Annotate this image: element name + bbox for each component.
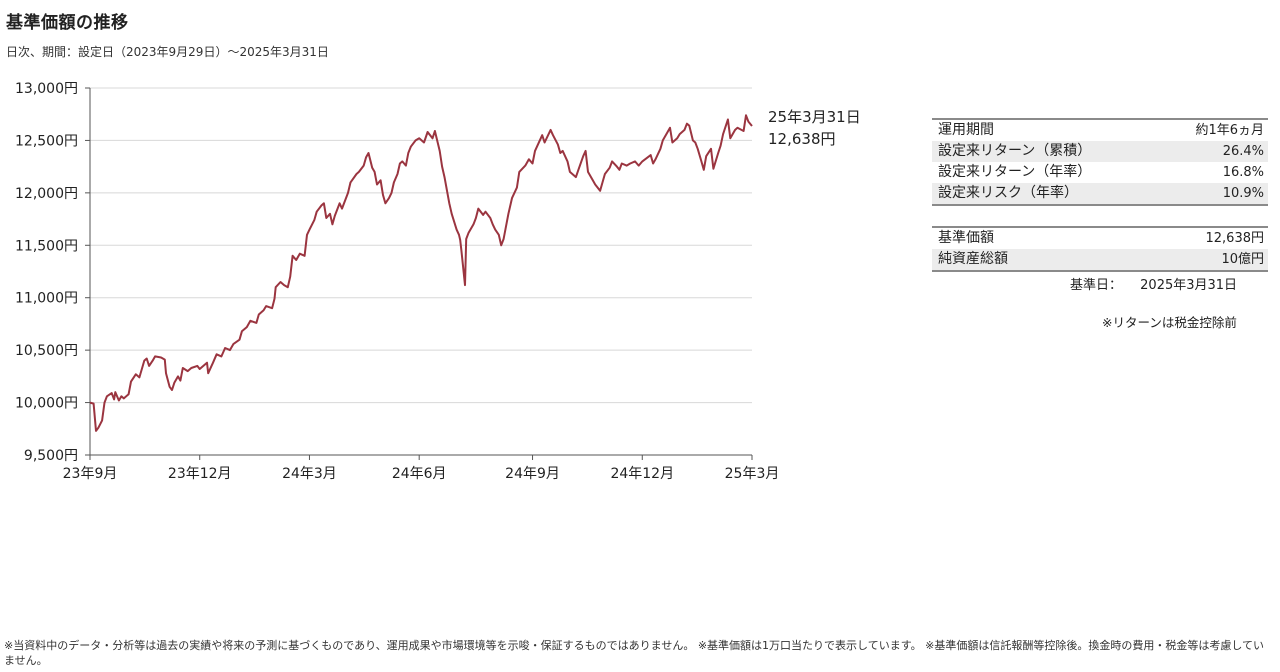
stats-label: 基準価額 — [938, 230, 994, 246]
stats-label: 設定来リスク（年率） — [938, 185, 1078, 201]
x-tick-label: 24年3月 — [282, 466, 337, 482]
disclaimer-footer: ※当資料中のデータ・分析等は過去の実績や将来の予測に基づくものであり、運用成果や… — [4, 639, 1264, 667]
y-axis-ticks: 9,500円 10,000円 10,500円 11,000円 11,500円 12,000… — [15, 81, 78, 464]
stats-row: 純資産総額 10億円 — [932, 249, 1268, 270]
stats-value: 10億円 — [1221, 252, 1264, 267]
page-title: 基準価額の推移 — [6, 13, 129, 33]
chart-axes — [85, 87, 753, 460]
stats-value: 約1年6ヵ月 — [1195, 123, 1264, 138]
stats-row: 運用期間 約1年6ヵ月 — [932, 120, 1268, 141]
stats-row: 基準価額 12,638円 — [932, 228, 1268, 249]
x-tick-label: 25年3月 — [725, 466, 780, 482]
stats-label: 設定来リターン（年率） — [938, 164, 1092, 180]
chart-grid — [90, 87, 752, 404]
nav-stats-table: 基準価額 12,638円 純資産総額 10億円 — [932, 226, 1268, 272]
stats-value: 12,638円 — [1205, 231, 1265, 246]
y-tick-label: 12,500円 — [15, 133, 78, 149]
base-date-label: 基準日： — [1070, 278, 1123, 293]
y-tick-label: 13,000円 — [15, 81, 78, 97]
stats-value: 16.8% — [1222, 165, 1264, 180]
base-date: 基準日： 2025年3月31日 — [1070, 274, 1237, 293]
performance-stats-table: 運用期間 約1年6ヵ月 設定来リターン（累積） 26.4% 設定来リターン（年率… — [932, 118, 1268, 206]
page-subtitle: 日次、期間：設定日（2023年9月29日）～2025年3月31日 — [6, 45, 329, 59]
y-tick-label: 10,000円 — [15, 396, 78, 412]
y-tick-label: 12,000円 — [15, 186, 78, 202]
x-tick-label: 23年12月 — [168, 466, 232, 482]
y-tick-label: 11,500円 — [15, 238, 78, 254]
stats-row: 設定来リスク（年率） 10.9% — [932, 183, 1268, 204]
y-tick-label: 9,500円 — [24, 448, 78, 464]
x-tick-label: 24年6月 — [392, 466, 447, 482]
y-tick-label: 11,000円 — [15, 291, 78, 307]
stats-value: 10.9% — [1222, 186, 1264, 201]
nav-line-chart: 9,500円 10,000円 10,500円 11,000円 11,500円 12,000… — [15, 81, 780, 482]
stats-row: 設定来リターン（累積） 26.4% — [932, 141, 1268, 162]
stats-label: 純資産総額 — [938, 251, 1008, 267]
stats-value: 26.4% — [1222, 144, 1264, 159]
stats-label: 運用期間 — [938, 122, 994, 138]
return-note: ※リターンは税金控除前 — [1102, 315, 1237, 330]
series-line-nav — [89, 114, 753, 432]
x-tick-label: 24年12月 — [610, 466, 674, 482]
x-axis-ticks: 23年9月 23年12月 24年3月 24年6月 24年9月 24年12月 25年3月 — [63, 466, 780, 482]
latest-nav: 12,638円 — [768, 130, 836, 148]
y-tick-label: 10,500円 — [15, 343, 78, 359]
latest-date: 25年3月31日 — [768, 108, 861, 126]
base-date-value: 2025年3月31日 — [1140, 278, 1238, 293]
stats-row: 設定来リターン（年率） 16.8% — [932, 162, 1268, 183]
latest-value-callout: 25年3月31日 12,638円 — [768, 106, 861, 150]
stats-label: 設定来リターン（累積） — [938, 143, 1092, 159]
x-tick-label: 24年9月 — [505, 466, 560, 482]
x-tick-label: 23年9月 — [63, 466, 118, 482]
